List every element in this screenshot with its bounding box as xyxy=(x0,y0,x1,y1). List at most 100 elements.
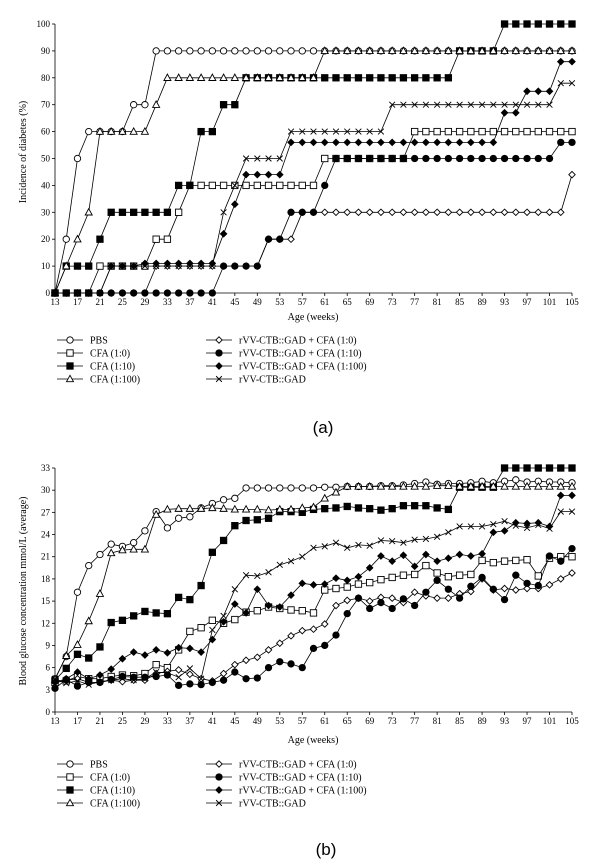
panel-b-x-tick-label: 57 xyxy=(298,716,308,726)
panel-b-data-point xyxy=(456,523,463,530)
panel-a-data-point xyxy=(545,20,554,28)
panel-b-series-line xyxy=(54,556,572,683)
panel-b-data-point xyxy=(73,640,82,648)
panel-b-data-point xyxy=(365,563,374,572)
panel-a-data-point xyxy=(534,127,542,136)
panel-b-data-point xyxy=(399,595,408,603)
panel-a-x-tick-label: 61 xyxy=(320,297,329,307)
panel-b-y-axis-label: Blood glucose concentration mmol/L (aver… xyxy=(18,496,29,685)
panel-a-data-point xyxy=(310,128,317,135)
panel-b-data-point xyxy=(85,654,93,662)
panel-a-data-point xyxy=(129,126,138,135)
panel-b-data-point xyxy=(276,484,284,492)
panel-b-legend-label: CFA (1:0) xyxy=(90,773,130,784)
panel-a-data-point xyxy=(534,87,543,96)
panel-a-data-point xyxy=(73,154,82,163)
panel-b-data-point xyxy=(141,607,149,616)
panel-a-data-point xyxy=(208,47,216,55)
panel-b-data-point xyxy=(174,504,183,512)
panel-a-data-point xyxy=(220,209,227,216)
panel-a-data-point xyxy=(309,208,318,216)
panel-a-data-point xyxy=(489,138,498,147)
panel-b-data-point xyxy=(219,676,228,684)
panel-a-data-point xyxy=(309,73,318,81)
panel-a-data-point xyxy=(130,289,138,297)
panel-b-y-tick-label: 3 xyxy=(46,685,51,695)
panel-b-data-point xyxy=(377,537,385,544)
panel-a-data-point xyxy=(523,208,531,217)
panel-b-data-point xyxy=(354,481,363,490)
panel-a-data-point xyxy=(568,57,576,66)
panel-b-x-tick-label: 21 xyxy=(95,716,104,726)
panel-a-data-point xyxy=(321,181,329,190)
panel-b-data-point xyxy=(500,557,509,565)
panel-b-data-point xyxy=(130,677,137,684)
panel-a-legend-marker xyxy=(66,336,74,344)
panel-a-data-point xyxy=(444,154,453,163)
panel-b-data-point xyxy=(523,524,531,532)
panel-b-data-point xyxy=(366,505,374,513)
panel-a-data-point xyxy=(568,20,576,28)
panel-b-data-point xyxy=(444,585,453,593)
panel-b-data-point xyxy=(354,594,363,602)
panel-b-legend-label: PBS xyxy=(90,760,108,771)
panel-b-data-point xyxy=(310,544,317,552)
panel-a-data-point xyxy=(140,126,150,135)
panel-a-data-point xyxy=(421,46,431,55)
panel-a-data-point xyxy=(568,79,576,87)
panel-a-data-point xyxy=(118,208,127,216)
panel-b-data-point xyxy=(196,504,206,512)
panel-a-data-point xyxy=(152,262,160,270)
panel-b-data-point xyxy=(500,527,509,535)
panel-b-data-point xyxy=(219,617,228,626)
panel-b-series-line xyxy=(54,511,572,686)
panel-a-data-point xyxy=(331,46,341,55)
panel-a-data-point xyxy=(455,154,464,163)
panel-a-data-point xyxy=(377,74,385,82)
panel-b-legend-item: CFA (1:10) xyxy=(57,786,135,797)
panel-a-data-point xyxy=(411,127,419,136)
panel-b-data-point xyxy=(95,589,105,597)
panel-a-data-point xyxy=(354,138,363,147)
panel-a-data-point xyxy=(276,235,284,243)
panel-b-data-point xyxy=(467,552,475,560)
panel-a-x-tick-label: 97 xyxy=(523,297,533,307)
panel-a-data-point xyxy=(545,208,554,217)
panel-b-legend-label: rVV-CTB::GAD + CFA (1:100) xyxy=(239,786,367,797)
panel-b-data-point xyxy=(61,651,71,659)
panel-b-x-tick-label: 25 xyxy=(118,716,128,726)
panel-a-y-tick-label: 20 xyxy=(41,234,51,244)
panel-b-x-tick-label: 29 xyxy=(140,716,150,726)
panel-a-data-point xyxy=(477,46,487,55)
panel-b-data-point xyxy=(422,550,430,559)
panel-b-data-point xyxy=(230,660,239,669)
panel-a-data-point xyxy=(174,181,183,190)
panel-a-legend-label: rVV-CTB::GAD + CFA (1:10) xyxy=(239,349,362,360)
panel-a-x-tick-label: 93 xyxy=(500,297,510,307)
panel-b-data-point xyxy=(186,513,194,521)
panel-a-data-point xyxy=(399,154,408,163)
panel-a-chart: Incidence of diabetes (%) Age (weeks) 01… xyxy=(18,19,579,386)
panel-a-series-7 xyxy=(51,57,576,297)
panel-a-data-point xyxy=(433,154,441,163)
panel-a-data-point xyxy=(287,181,295,190)
panel-b-data-point xyxy=(433,557,441,566)
panel-b-data-point xyxy=(208,678,216,687)
panel-b-data-point xyxy=(107,540,115,548)
panel-b-data-point xyxy=(84,616,93,625)
panel-b-data-point xyxy=(422,588,430,596)
panel-b-data-point xyxy=(275,639,284,648)
panel-b-x-tick-label: 53 xyxy=(275,716,285,726)
panel-b-data-point xyxy=(186,644,194,653)
panel-a-legend-marker xyxy=(215,375,223,383)
panel-b-data-point xyxy=(197,680,205,689)
panel-b-data-point xyxy=(343,576,352,585)
panel-a-data-point xyxy=(276,47,284,55)
panel-b-data-point xyxy=(264,484,273,492)
panel-a-data-point xyxy=(422,74,430,82)
panel-a-data-point xyxy=(332,74,340,82)
panel-a-data-point xyxy=(556,46,566,55)
panel-a-data-point xyxy=(422,127,430,136)
panel-b-data-point xyxy=(523,584,531,593)
panel-a-y-tick-label: 70 xyxy=(41,100,51,110)
